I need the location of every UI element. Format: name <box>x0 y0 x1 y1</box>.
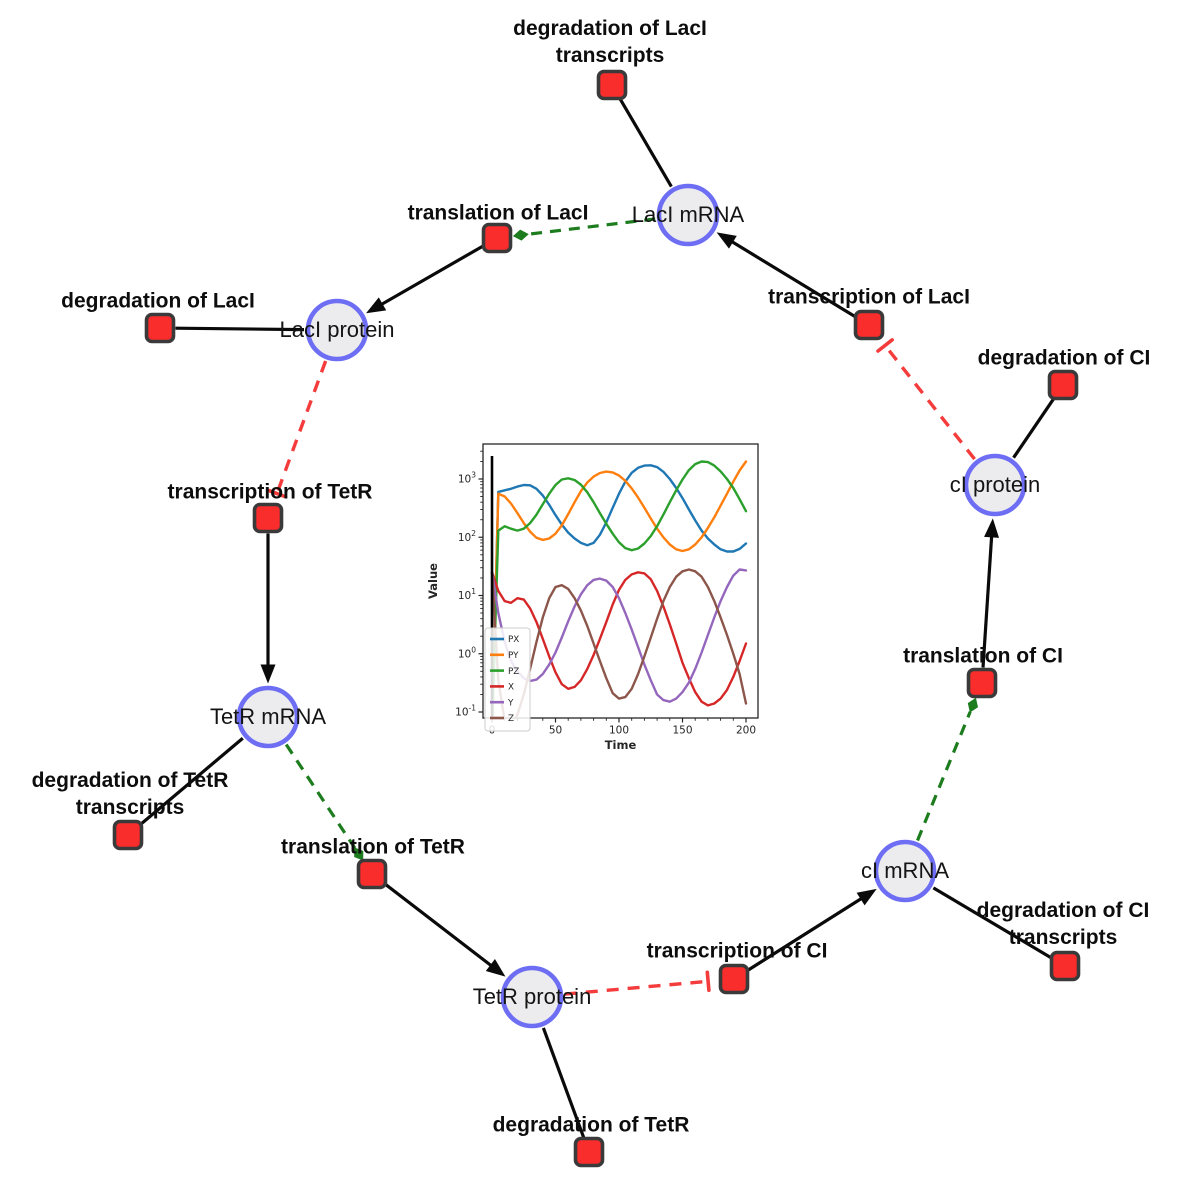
reaction-node-degradation-of-laci-transcripts[interactable] <box>596 69 628 101</box>
series-Z <box>490 568 748 718</box>
edge-laci-mrna-degradation-of-laci-transcripts <box>618 97 673 188</box>
reaction-node-transcription-of-tetr[interactable] <box>252 502 284 534</box>
edge-translation-of-laci-laci-protein <box>377 244 485 308</box>
catalysis-diamond <box>512 229 529 241</box>
axes-box <box>482 443 759 719</box>
catalysis-diamond <box>967 697 978 713</box>
edge-transcription-of-ci-ci-mrna <box>746 895 866 973</box>
legend-label-X: X <box>508 683 514 693</box>
reaction-node-translation-of-ci[interactable] <box>966 667 998 699</box>
reaction-node-degradation-of-laci[interactable] <box>144 312 176 344</box>
edge-ci-protein-degradation-of-ci <box>1012 396 1056 459</box>
legend-label-PZ: PZ <box>508 667 519 677</box>
legend-label-Z: Z <box>508 714 514 724</box>
x-axis-tick-label: 50 <box>549 725 562 737</box>
y-axis-tick-label: 102 <box>458 529 476 544</box>
x-axis-tick-label: 200 <box>736 725 756 737</box>
reaction-node-degradation-of-ci[interactable] <box>1047 369 1079 401</box>
y-axis-tick-label: 10-1 <box>455 704 476 719</box>
species-node-tetr-protein[interactable] <box>500 965 564 1029</box>
species-node-laci-protein[interactable] <box>305 298 369 362</box>
inhibition-tbar <box>876 338 894 353</box>
species-node-ci-protein[interactable] <box>963 453 1027 517</box>
inhibition-tbar <box>266 488 288 499</box>
edge-laci-protein-transcription-of-tetr <box>276 360 328 492</box>
arrowhead <box>716 232 737 249</box>
edge-tetr-mrna-translation-of-tetr <box>284 743 357 850</box>
edge-tetr-mrna-degradation-of-tetr-transcripts <box>138 737 244 827</box>
x-axis-tick-label: 100 <box>609 725 629 737</box>
edge-laci-protein-degradation-of-laci <box>175 326 305 332</box>
x-axis-tick-label: 150 <box>672 725 692 737</box>
x-axis-label: Time <box>605 738 637 752</box>
species-node-tetr-mrna[interactable] <box>236 685 300 749</box>
edge-tetr-protein-transcription-of-ci <box>564 979 706 996</box>
catalysis-diamond <box>354 847 364 861</box>
y-axis-tick-label: 101 <box>458 587 476 602</box>
species-node-laci-mrna[interactable] <box>656 183 720 247</box>
reaction-node-degradation-of-ci-transcripts[interactable] <box>1049 950 1081 982</box>
arrowhead <box>856 888 877 906</box>
edge-ci-mrna-degradation-of-ci-transcripts <box>932 886 1053 960</box>
legend-label-PY: PY <box>508 651 519 661</box>
inhibition-tbar <box>705 970 711 993</box>
chart-svg: 05010015020010-1100101102103TimeValuePXP… <box>426 443 759 752</box>
reaction-node-degradation-of-tetr-transcripts[interactable] <box>112 819 144 851</box>
arrowhead <box>260 664 276 684</box>
reaction-node-transcription-of-laci[interactable] <box>853 309 885 341</box>
series-Y <box>490 568 748 703</box>
edge-transcription-of-laci-laci-mrna <box>728 238 857 319</box>
series-PY <box>491 460 748 718</box>
arrowhead <box>485 959 506 977</box>
reaction-node-translation-of-laci[interactable] <box>481 222 513 254</box>
legend-label-PX: PX <box>508 635 519 645</box>
edge-tetr-protein-degradation-of-tetr <box>541 1027 586 1139</box>
arrowhead <box>984 518 1000 538</box>
edge-translation-of-tetr-tetr-protein <box>383 882 495 970</box>
y-axis-tick-label: 103 <box>458 471 476 486</box>
y-axis-label: Value <box>426 563 440 599</box>
legend-label-Y: Y <box>507 698 514 708</box>
edge-ci-protein-transcription-of-laci <box>885 346 976 461</box>
edge-laci-mrna-translation-of-laci <box>527 217 656 236</box>
arrowhead <box>366 297 387 314</box>
edge-ci-mrna-translation-of-ci <box>916 711 972 842</box>
reaction-node-transcription-of-ci[interactable] <box>718 963 750 995</box>
simulation-plot: 05010015020010-1100101102103TimeValuePXP… <box>425 428 770 762</box>
species-node-ci-mrna[interactable] <box>873 839 937 903</box>
series-PZ <box>491 460 748 718</box>
edge-translation-of-ci-ci-protein <box>981 532 994 668</box>
reaction-node-degradation-of-tetr[interactable] <box>573 1136 605 1168</box>
reaction-node-translation-of-tetr[interactable] <box>356 858 388 890</box>
series-X <box>490 571 748 707</box>
y-axis-tick-label: 100 <box>458 645 476 660</box>
